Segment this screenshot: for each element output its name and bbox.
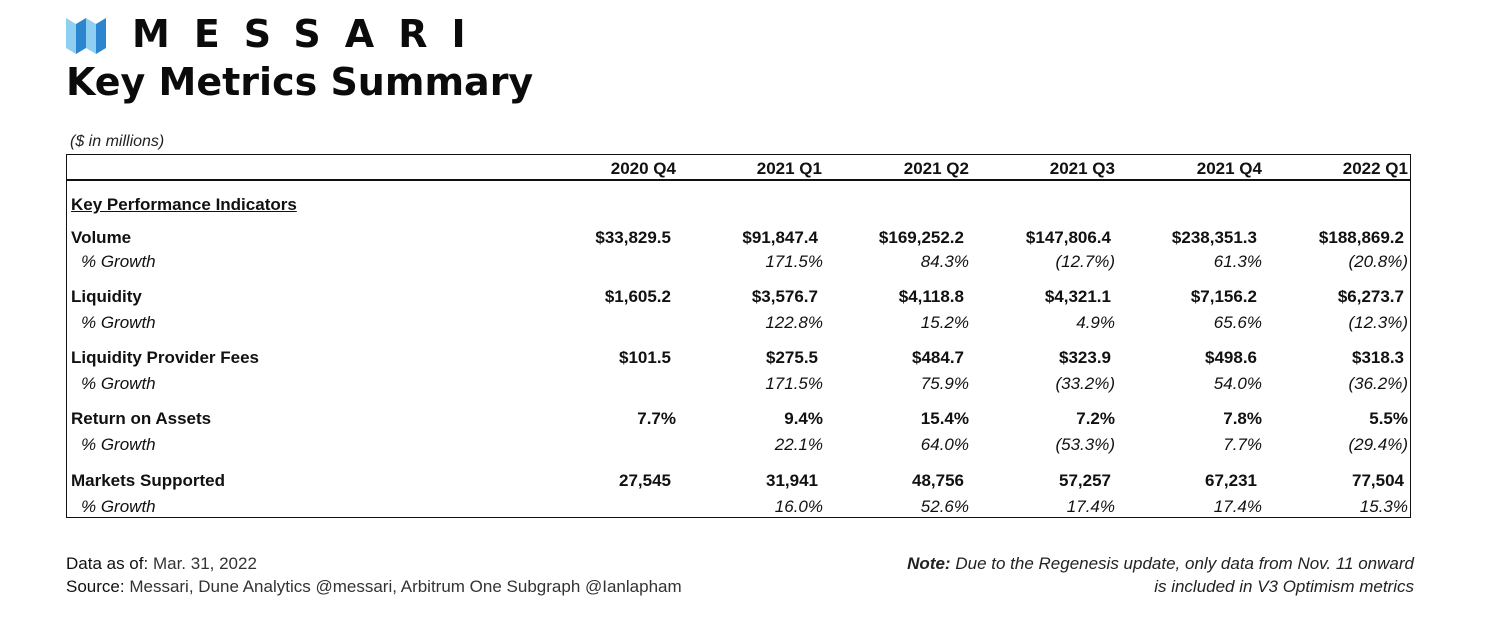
growth-value: (33.2%) — [1055, 374, 1115, 393]
column-header: 2021 Q2 — [903, 159, 969, 178]
metrics-table: 2020 Q4 2021 Q1 2021 Q2 2021 Q3 2021 Q4 … — [66, 154, 1411, 518]
table-header: 2020 Q4 2021 Q1 2021 Q2 2021 Q3 2021 Q4 … — [67, 155, 1410, 181]
metric-value: 7.2% — [1076, 409, 1115, 428]
metric-value: $6,273.7 — [1337, 287, 1404, 306]
metric-row-roa: Return on Assets 7.7% 9.4% 15.4% 7.2% 7.… — [67, 409, 1410, 431]
growth-value: 22.1% — [774, 435, 823, 454]
column-header: 2021 Q1 — [756, 159, 822, 178]
source-line: Source: Messari, Dune Analytics @messari… — [66, 575, 682, 598]
note-text: Due to the Regenesis update, only data f… — [955, 554, 1414, 596]
growth-label: % Growth — [81, 374, 156, 393]
metric-value: $275.5 — [766, 348, 818, 367]
data-as-of-value: Mar. 31, 2022 — [152, 554, 257, 573]
page-title: Key Metrics Summary — [66, 60, 534, 104]
metric-value: 15.4% — [920, 409, 969, 428]
growth-row-markets: % Growth 16.0% 52.6% 17.4% 17.4% 15.3% — [67, 497, 1410, 519]
metric-value: 9.4% — [784, 409, 823, 428]
metric-value: 7.8% — [1223, 409, 1262, 428]
growth-value: 16.0% — [774, 497, 823, 516]
column-header: 2022 Q1 — [1342, 159, 1408, 178]
metric-row-volume: Volume $33,829.5 $91,847.4 $169,252.2 $1… — [67, 228, 1410, 250]
metric-label: Liquidity — [71, 287, 142, 306]
growth-value: 17.4% — [1213, 497, 1262, 516]
metric-value: 67,231 — [1205, 471, 1257, 490]
growth-value: (12.3%) — [1348, 313, 1408, 332]
growth-value: 84.3% — [920, 252, 969, 271]
footer-note: Note: Due to the Regenesis update, only … — [894, 552, 1414, 598]
metric-value: $7,156.2 — [1190, 287, 1257, 306]
growth-value: (36.2%) — [1348, 374, 1408, 393]
growth-label: % Growth — [81, 252, 156, 271]
metric-row-liquidity: Liquidity $1,605.2 $3,576.7 $4,118.8 $4,… — [67, 287, 1410, 309]
growth-value: 64.0% — [920, 435, 969, 454]
metric-row-lp-fees: Liquidity Provider Fees $101.5 $275.5 $4… — [67, 348, 1410, 370]
growth-value: 65.6% — [1213, 313, 1262, 332]
metric-value: $188,869.2 — [1318, 228, 1404, 247]
column-header: 2021 Q3 — [1049, 159, 1115, 178]
metric-value: $4,321.1 — [1044, 287, 1111, 306]
growth-value: (12.7%) — [1055, 252, 1115, 271]
metric-value: 7.7% — [637, 409, 676, 428]
metric-value: $33,829.5 — [595, 228, 671, 247]
source-label: Source: — [66, 577, 125, 596]
metric-value: $323.9 — [1059, 348, 1111, 367]
unit-note: ($ in millions) — [70, 133, 165, 150]
growth-value: (29.4%) — [1348, 435, 1408, 454]
metric-label: Volume — [71, 228, 132, 247]
growth-value: 122.8% — [765, 313, 823, 332]
growth-value: 17.4% — [1066, 497, 1115, 516]
metric-value: $169,252.2 — [878, 228, 964, 247]
data-as-of-line: Data as of: Mar. 31, 2022 — [66, 552, 682, 575]
growth-value: 15.2% — [920, 313, 969, 332]
metric-value: $3,576.7 — [751, 287, 818, 306]
growth-value: 7.7% — [1223, 435, 1262, 454]
metric-label: Return on Assets — [71, 409, 212, 428]
growth-value: 54.0% — [1213, 374, 1262, 393]
growth-row-lp-fees: % Growth 171.5% 75.9% (33.2%) 54.0% (36.… — [67, 374, 1410, 396]
metric-value: $147,806.4 — [1025, 228, 1111, 247]
footer-sources: Data as of: Mar. 31, 2022 Source: Messar… — [66, 552, 682, 598]
metric-value: $498.6 — [1205, 348, 1257, 367]
growth-value: 171.5% — [765, 252, 823, 271]
metric-value: 5.5% — [1369, 409, 1408, 428]
growth-row-roa: % Growth 22.1% 64.0% (53.3%) 7.7% (29.4%… — [67, 435, 1410, 457]
source-value: Messari, Dune Analytics @messari, Arbitr… — [129, 577, 682, 596]
metric-label: Liquidity Provider Fees — [71, 348, 259, 367]
growth-value: (53.3%) — [1055, 435, 1115, 454]
growth-label: % Growth — [81, 497, 156, 516]
metric-value: $91,847.4 — [742, 228, 818, 247]
growth-value: 75.9% — [920, 374, 969, 393]
metric-label: Markets Supported — [71, 471, 225, 490]
section-heading: Key Performance Indicators — [71, 195, 297, 214]
growth-row-volume: % Growth 171.5% 84.3% (12.7%) 61.3% (20.… — [67, 252, 1410, 274]
metric-value: 27,545 — [619, 471, 671, 490]
messari-logo: MESSARI — [66, 14, 490, 54]
metric-value: $484.7 — [912, 348, 964, 367]
growth-label: % Growth — [81, 435, 156, 454]
column-header: 2021 Q4 — [1196, 159, 1262, 178]
metric-value: $101.5 — [619, 348, 671, 367]
growth-label: % Growth — [81, 313, 156, 332]
metric-value: 57,257 — [1059, 471, 1111, 490]
metric-value: $238,351.3 — [1171, 228, 1257, 247]
growth-value: 52.6% — [920, 497, 969, 516]
data-as-of-label: Data as of: — [66, 554, 149, 573]
metric-value: $1,605.2 — [604, 287, 671, 306]
metric-value: 31,941 — [766, 471, 818, 490]
growth-value: 4.9% — [1076, 313, 1115, 332]
note-label: Note: — [907, 554, 951, 573]
metric-value: 77,504 — [1352, 471, 1404, 490]
messari-logo-icon — [66, 18, 106, 54]
growth-row-liquidity: % Growth 122.8% 15.2% 4.9% 65.6% (12.3%) — [67, 313, 1410, 335]
metric-row-markets: Markets Supported 27,545 31,941 48,756 5… — [67, 471, 1410, 493]
column-header: 2020 Q4 — [610, 159, 676, 178]
metric-value: 48,756 — [912, 471, 964, 490]
growth-value: (20.8%) — [1348, 252, 1408, 271]
growth-value: 61.3% — [1213, 252, 1262, 271]
growth-value: 171.5% — [765, 374, 823, 393]
growth-value: 15.3% — [1359, 497, 1408, 516]
metric-value: $4,118.8 — [898, 287, 964, 306]
metric-value: $318.3 — [1352, 348, 1404, 367]
brand-name: MESSARI — [132, 12, 490, 56]
